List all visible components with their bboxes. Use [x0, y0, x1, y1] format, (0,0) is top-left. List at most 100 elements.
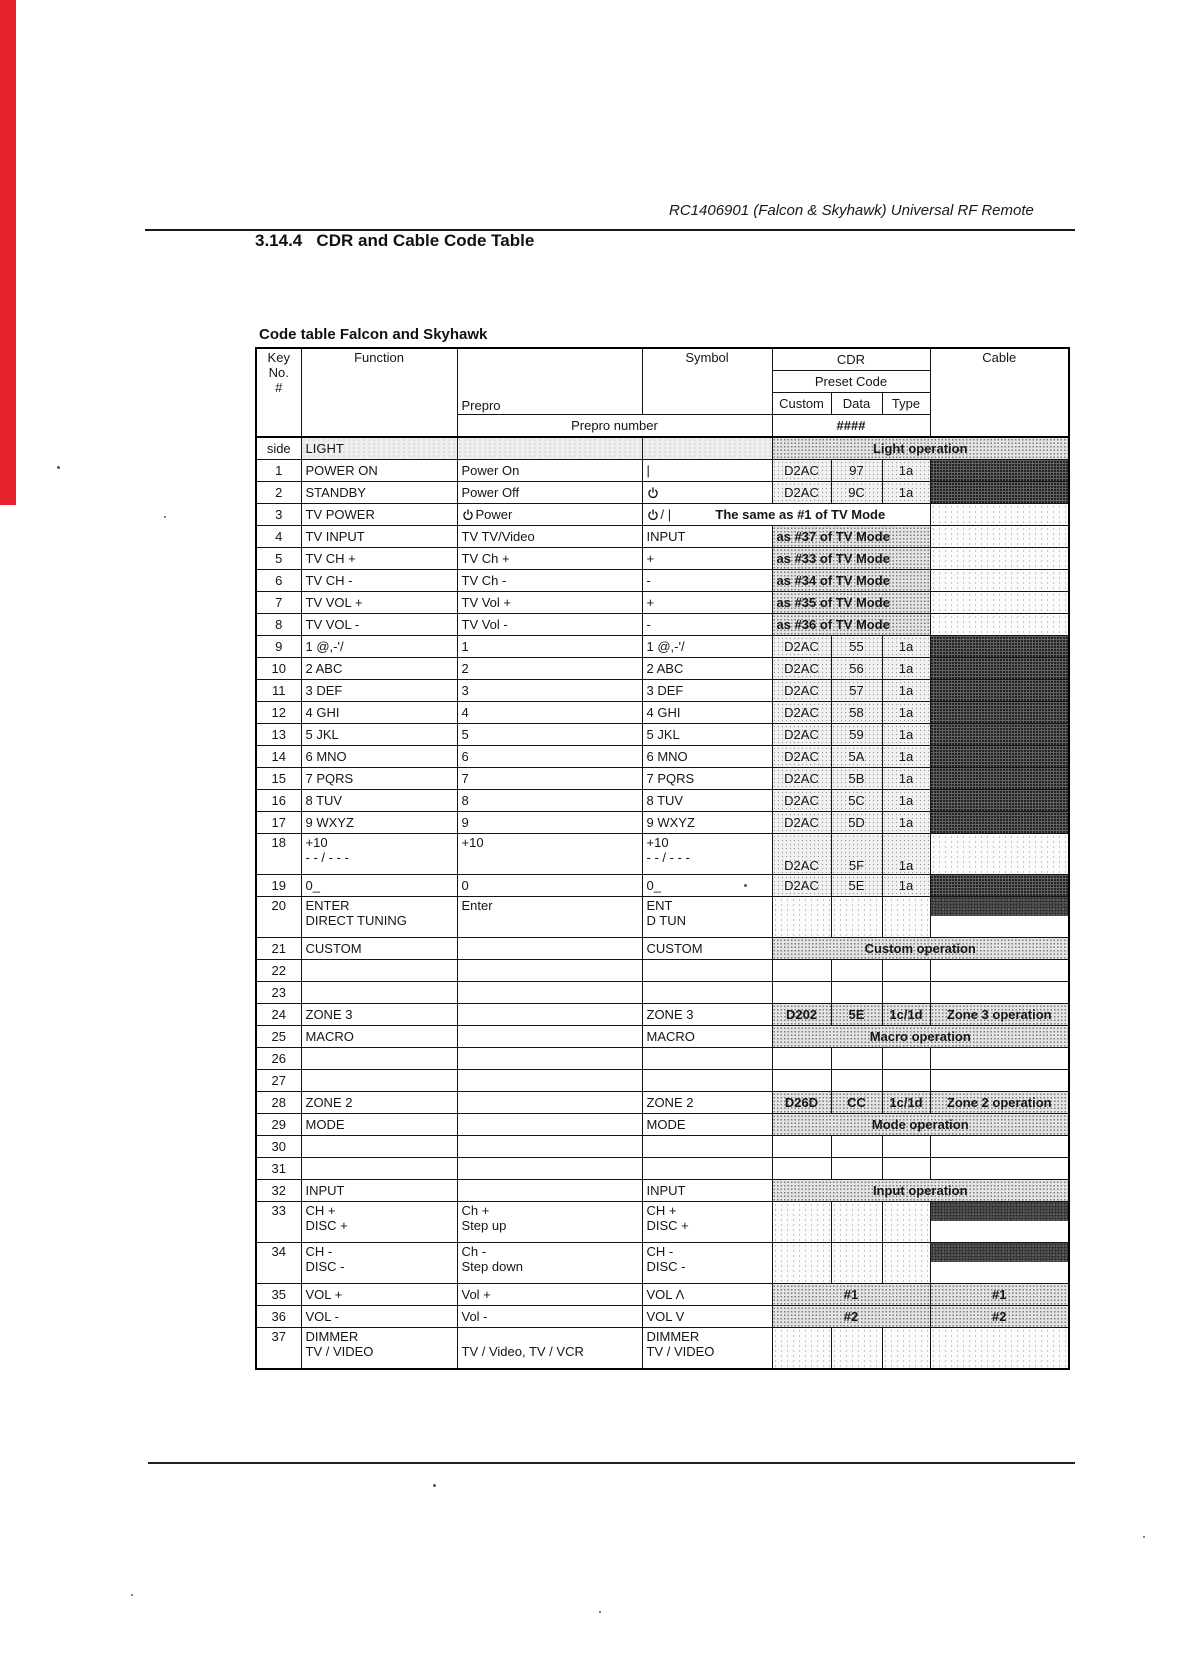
table-row: 20 ENTER DIRECT TUNING Enter ENT D TUN [255, 896, 1070, 938]
function-cell: 8 TUV [300, 789, 458, 812]
prepro-cell: TV Ch + [456, 547, 643, 570]
key-cell: 2 [255, 481, 302, 504]
prepro-cell: +10 [456, 833, 643, 875]
prepro-cell: Power Off [456, 481, 643, 504]
operation-banner-cell: Light operation [771, 436, 1070, 460]
scan-speck [1143, 1536, 1145, 1538]
cable-cell [929, 459, 1070, 482]
table-row: 11 3 DEF 3 3 DEF D2AC 57 1a [255, 679, 1070, 702]
key-cell: 34 [255, 1242, 302, 1284]
header-hash: #### [771, 414, 931, 438]
prepro-cell: Power On [456, 459, 643, 482]
operation-banner-cell: Custom operation [771, 937, 1070, 960]
custom-cell: D2AC [771, 745, 832, 768]
header-key-no: Key No. # [255, 347, 302, 438]
symbol-cell: - [641, 613, 773, 636]
function-cell: TV INPUT [300, 525, 458, 548]
data-cell: 5E [830, 1003, 883, 1026]
function-cell: TV VOL - [300, 613, 458, 636]
data-cell: 5A [830, 745, 883, 768]
data-cell: 97 [830, 459, 883, 482]
cable-cell [929, 789, 1070, 812]
table-row: 22 [255, 959, 1070, 982]
table-row: 2 STANDBY Power Off D2AC 9C 1a [255, 481, 1070, 504]
table-row: 3 TV POWER Power / | The same as #1 of TV Mo… [255, 503, 1070, 526]
prepro-cell: Vol - [456, 1305, 643, 1328]
type-cell [881, 1327, 931, 1370]
symbol-cell: VOL V [641, 1305, 773, 1328]
prepro-cell: Ch - Step down [456, 1242, 643, 1284]
cable-cell [929, 723, 1070, 746]
header-rule [145, 229, 1075, 231]
note-text: The same as #1 of TV Mode [715, 507, 886, 522]
prepro-cell [456, 981, 643, 1004]
table-row: 23 [255, 981, 1070, 1004]
type-cell [881, 1201, 931, 1243]
function-cell: +10- - / - - - [300, 833, 458, 875]
table-row: 37 DIMMER TV / VIDEO TV / Video, TV / VCR D… [255, 1327, 1070, 1370]
table-row: 6 TV CH - TV Ch - - as #34 of TV Mode [255, 569, 1070, 592]
data-cell: 57 [830, 679, 883, 702]
type-cell: 1a [881, 767, 931, 790]
function-cell [300, 981, 458, 1004]
cable-cell [929, 1201, 1070, 1243]
function-cell [300, 1135, 458, 1158]
function-cell: POWER ON [300, 459, 458, 482]
custom-cell: D26D [771, 1091, 832, 1114]
custom-cell: D2AC [771, 701, 832, 724]
type-cell [881, 981, 931, 1004]
table-row: 14 6 MNO 6 6 MNO D2AC 5A 1a [255, 745, 1070, 768]
cable-cell [929, 1069, 1070, 1092]
table-row: 34 CH - DISC - Ch - Step down CH - DISC - [255, 1242, 1070, 1284]
symbol-cell [641, 1157, 773, 1180]
cable-cell [929, 959, 1070, 982]
key-cell: 9 [255, 635, 302, 658]
prepro-cell: TV / Video, TV / VCR [456, 1327, 643, 1370]
function-cell: 6 MNO [300, 745, 458, 768]
prepro-cell: 3 [456, 679, 643, 702]
prepro-cell [456, 937, 643, 960]
data-cell: 9C [830, 481, 883, 504]
key-cell: 20 [255, 896, 302, 938]
table-row: 13 5 JKL 5 5 JKL D2AC 59 1a [255, 723, 1070, 746]
header-type: Type [881, 392, 931, 415]
type-cell: 1a [881, 657, 931, 680]
type-cell [881, 1242, 931, 1284]
function-cell: 3 DEF [300, 679, 458, 702]
cable-cell [929, 1135, 1070, 1158]
table-row: 4 TV INPUT TV TV/Video INPUT as #37 of TV Mo… [255, 525, 1070, 548]
prepro-cell: 5 [456, 723, 643, 746]
data-cell: 56 [830, 657, 883, 680]
table-row: 29 MODE MODE Mode operation [255, 1113, 1070, 1136]
data-cell: 5B [830, 767, 883, 790]
table-row: 18 +10- - / - - - +10 +10- - / - - - D2AC 5F 1… [255, 833, 1070, 875]
key-cell: 5 [255, 547, 302, 570]
type-cell [881, 1135, 931, 1158]
prepro-cell [456, 1179, 643, 1202]
header-custom: Custom [771, 392, 832, 415]
data-cell: CC [830, 1091, 883, 1114]
function-cell: DIMMER TV / VIDEO [300, 1327, 458, 1370]
cable-cell [929, 1242, 1070, 1284]
footer-rule [148, 1462, 1075, 1464]
custom-cell: D2AC [771, 789, 832, 812]
note-cell: as #33 of TV Mode [771, 547, 931, 570]
red-edge-scan-artifact [0, 0, 16, 505]
prepro-cell [456, 1069, 643, 1092]
cable-cell [929, 1327, 1070, 1370]
cable-cell [929, 811, 1070, 834]
custom-cell [771, 1157, 832, 1180]
symbol-cell [641, 1047, 773, 1070]
power-icon [647, 509, 658, 521]
custom-cell: D202 [771, 1003, 832, 1026]
key-cell: 18 [255, 833, 302, 875]
custom-cell: D2AC [771, 657, 832, 680]
function-cell: VOL + [300, 1283, 458, 1306]
cable-cell [929, 569, 1070, 592]
symbol-cell: VOL Λ [641, 1283, 773, 1306]
data-cell [830, 1157, 883, 1180]
type-cell: 1a [881, 635, 931, 658]
prepro-cell [456, 1091, 643, 1114]
cable-cell [929, 1157, 1070, 1180]
prepro-cell: TV Vol - [456, 613, 643, 636]
